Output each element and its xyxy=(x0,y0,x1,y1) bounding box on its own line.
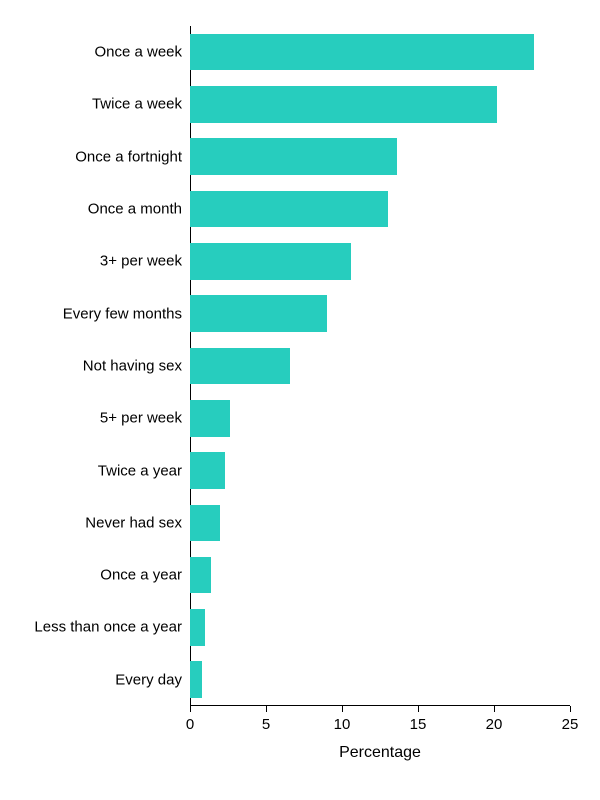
category-label: Never had sex xyxy=(85,514,190,531)
bar xyxy=(190,661,202,698)
bar xyxy=(190,295,327,332)
bar-row: Once a year xyxy=(190,557,570,594)
bar xyxy=(190,505,220,542)
bar-row: 3+ per week xyxy=(190,243,570,280)
bar-row: Every day xyxy=(190,661,570,698)
category-label: Twice a week xyxy=(92,96,190,113)
bar-row: Once a week xyxy=(190,34,570,71)
x-tick-label: 0 xyxy=(186,706,194,733)
category-label: Every day xyxy=(115,671,190,688)
bar-row: Once a month xyxy=(190,191,570,228)
chart-container: Percentage 0 5 10 15 20 25 Once a week Twice a … xyxy=(0,0,600,800)
bar xyxy=(190,191,388,228)
bar-row: Every few months xyxy=(190,295,570,332)
bar-row: Not having sex xyxy=(190,348,570,385)
bar-row: Never had sex xyxy=(190,505,570,542)
bar xyxy=(190,400,230,437)
category-label: Twice a year xyxy=(98,462,190,479)
bar xyxy=(190,348,290,385)
x-tick-label: 15 xyxy=(410,706,427,733)
bar-row: Less than once a year xyxy=(190,609,570,646)
bar xyxy=(190,557,211,594)
bar xyxy=(190,452,225,489)
category-label: Once a year xyxy=(100,567,190,584)
plot-area: Percentage 0510152025Once a weekTwice a … xyxy=(190,26,570,706)
x-tick-label: 5 xyxy=(262,706,270,733)
category-label: Not having sex xyxy=(83,357,190,374)
x-tick-label: 20 xyxy=(486,706,503,733)
category-label: 5+ per week xyxy=(100,410,190,427)
bar-row: Once a fortnight xyxy=(190,138,570,175)
bar xyxy=(190,86,497,123)
category-label: Once a week xyxy=(94,44,190,61)
x-axis-title: Percentage xyxy=(339,706,421,762)
bar-row: Twice a week xyxy=(190,86,570,123)
bar xyxy=(190,138,397,175)
bar xyxy=(190,34,534,71)
category-label: Every few months xyxy=(63,305,190,322)
x-tick-label: 10 xyxy=(334,706,351,733)
x-tick-label: 25 xyxy=(562,706,579,733)
category-label: Less than once a year xyxy=(34,619,190,636)
bar xyxy=(190,243,351,280)
bar-row: 5+ per week xyxy=(190,400,570,437)
category-label: Once a fortnight xyxy=(75,148,190,165)
category-label: Once a month xyxy=(88,201,190,218)
bar xyxy=(190,609,205,646)
category-label: 3+ per week xyxy=(100,253,190,270)
bar-row: Twice a year xyxy=(190,452,570,489)
